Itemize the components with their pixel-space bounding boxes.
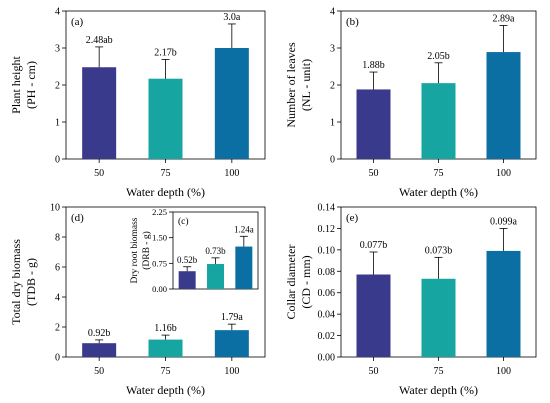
x-tick-label: 50 [369, 366, 379, 377]
data-label: 0.099a [490, 216, 518, 227]
y-tick-label: 0.00 [318, 353, 336, 364]
y-tick-label: 0 [55, 353, 60, 364]
panel-label: (b) [346, 16, 359, 28]
x-tick-label: 100 [496, 366, 511, 377]
y-tick-label: 4 [55, 7, 60, 18]
data-label: 1.79a [221, 312, 244, 323]
bar [148, 339, 183, 357]
data-label: 2.89a [493, 13, 516, 24]
bar [421, 83, 456, 159]
y-tick-label: 2.25 [152, 207, 167, 217]
bar [178, 271, 196, 289]
bar [207, 264, 224, 289]
y-axis-label: Collar diameter [284, 245, 298, 320]
y-tick-label: 0.10 [318, 245, 336, 256]
y-tick-label: 2 [55, 323, 60, 334]
y-tick-label: 1 [330, 118, 335, 129]
bar [214, 330, 249, 357]
y-tick-label: 10 [50, 203, 60, 214]
bar [486, 52, 521, 159]
y-axis-unit-label: (CD - mm) [299, 255, 313, 308]
data-label: 0.073b [425, 245, 453, 256]
bar [148, 78, 183, 159]
x-axis-label: Water depth (%) [126, 185, 205, 199]
y-tick-label: 2 [55, 81, 60, 92]
bar [214, 48, 249, 159]
y-tick-label: 8 [55, 233, 60, 244]
x-tick-label: 100 [224, 168, 239, 179]
y-tick-label: 1.50 [152, 233, 167, 243]
y-axis-unit-label: (NL - unit) [299, 59, 313, 111]
chart-panel-c: 0.00 0.75 1.50 2.25 0.52b 0.73b 1.24a (c) Dry ro… [130, 207, 259, 294]
data-label: 1.24a [234, 224, 254, 234]
y-axis-unit-label: (TDB - g) [24, 258, 38, 306]
y-tick-label: 3 [55, 44, 60, 55]
data-label: 0.92b [88, 328, 111, 339]
y-tick-label: 0.75 [152, 258, 167, 268]
chart-panel-a: 0 1 2 3 4 2.48ab 50 2.17b 75 3.0a 100 (a) Water dept… [9, 7, 266, 199]
y-tick-label: 0.14 [318, 203, 336, 214]
y-tick-label: 0.12 [318, 224, 336, 235]
x-tick-label: 75 [161, 168, 171, 179]
y-tick-label: 3 [330, 44, 335, 55]
y-axis-unit-label: (DRB - g) [141, 231, 152, 270]
y-tick-label: 0.02 [318, 331, 336, 342]
x-tick-label: 75 [161, 366, 171, 377]
x-tick-label: 50 [369, 168, 379, 179]
y-axis-unit-label: (PH - cm) [24, 61, 38, 109]
y-tick-label: 0.08 [318, 267, 336, 278]
data-label: 2.48ab [86, 35, 113, 46]
x-tick-label: 100 [496, 168, 511, 179]
y-tick-label: 0 [330, 155, 335, 166]
data-label: 3.0a [223, 12, 241, 23]
bar [82, 343, 117, 357]
bar [486, 250, 521, 357]
bar [356, 274, 391, 357]
y-tick-label: 2 [330, 81, 335, 92]
chart-panel-d: 0 2 4 6 8 10 0.92b 50 1.16b 75 1.79a 100 (d) Water de… [9, 203, 266, 397]
panel-label: (a) [71, 16, 84, 28]
bar [421, 278, 456, 357]
y-axis-label: Dry root biomass [130, 217, 140, 283]
panel-label: (d) [71, 212, 84, 224]
x-tick-label: 100 [224, 366, 239, 377]
data-label: 2.17b [154, 47, 177, 58]
x-axis-label: Water depth (%) [399, 383, 478, 397]
y-tick-label: 0.04 [318, 310, 336, 321]
data-label: 2.05b [427, 51, 450, 62]
bar [82, 67, 117, 159]
y-tick-label: 0.06 [318, 288, 336, 299]
y-axis-label: Number of leaves [284, 42, 298, 128]
panel-label: (e) [346, 212, 359, 224]
y-tick-label: 6 [55, 263, 60, 274]
x-axis-label: Water depth (%) [399, 185, 478, 199]
x-tick-label: 75 [434, 366, 444, 377]
chart-panel-e: 0.00 0.02 0.04 0.06 0.08 0.10 0.12 0.14 0.077b 50… [284, 203, 537, 397]
bar [235, 246, 253, 289]
data-label: 0.52b [177, 255, 198, 265]
y-axis-label: Total dry biomass [9, 239, 23, 325]
x-tick-label: 50 [94, 168, 104, 179]
y-tick-label: 1 [55, 118, 60, 129]
y-tick-label: 0.00 [152, 284, 167, 294]
y-tick-label: 0 [55, 155, 60, 166]
bar [356, 89, 391, 159]
data-label: 1.16b [154, 323, 177, 334]
data-label: 0.077b [360, 240, 388, 251]
y-axis-label: Plant height [9, 56, 23, 114]
x-axis-label: Water depth (%) [126, 383, 205, 397]
x-tick-label: 75 [434, 168, 444, 179]
chart-panel-b: 0 1 2 3 4 1.88b 50 2.05b 75 2.89a 100 (b) Water dept… [284, 7, 537, 199]
y-tick-label: 4 [55, 293, 60, 304]
data-label: 1.88b [362, 60, 385, 71]
data-label: 0.73b [205, 246, 226, 256]
x-tick-label: 50 [94, 366, 104, 377]
y-tick-label: 4 [330, 7, 335, 18]
panel-label: (c) [178, 216, 189, 227]
